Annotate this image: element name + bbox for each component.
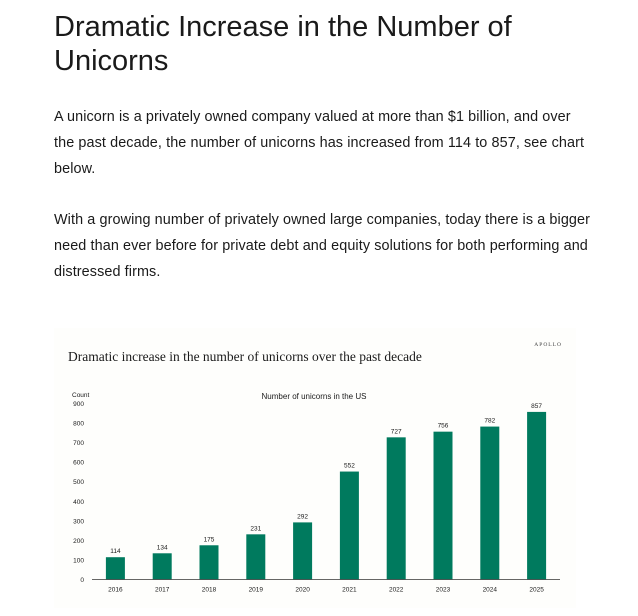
bar-2018 bbox=[199, 545, 219, 580]
intro-paragraph: A unicorn is a privately owned company v… bbox=[54, 109, 585, 177]
bar-2021 bbox=[339, 471, 359, 580]
x-tick-label: 2018 bbox=[202, 587, 217, 594]
y-tick-label: 100 bbox=[73, 557, 84, 564]
x-tick-label: 2025 bbox=[529, 587, 544, 594]
figure-heading: Dramatic increase in the number of unico… bbox=[68, 349, 422, 364]
bar-2025 bbox=[527, 411, 547, 580]
bar-2016 bbox=[105, 557, 125, 580]
bar-value-label: 727 bbox=[391, 428, 402, 435]
y-axis-label: Count bbox=[72, 392, 90, 399]
bar-value-label: 231 bbox=[250, 525, 261, 532]
x-tick-label: 2024 bbox=[483, 587, 498, 594]
x-tick-label: 2021 bbox=[342, 587, 357, 594]
bar-2020 bbox=[293, 522, 313, 580]
y-tick-label: 900 bbox=[73, 401, 84, 408]
y-tick-label: 400 bbox=[73, 499, 84, 506]
bar-2024 bbox=[480, 426, 500, 580]
x-tick-label: 2019 bbox=[249, 587, 264, 594]
bar-value-label: 175 bbox=[204, 536, 215, 543]
y-tick-label: 600 bbox=[73, 460, 84, 467]
x-tick-label: 2016 bbox=[108, 587, 123, 594]
x-tick-label: 2017 bbox=[155, 587, 170, 594]
bar-2017 bbox=[152, 553, 172, 580]
brand-logo: APOLLO bbox=[534, 342, 562, 348]
bar-value-label: 782 bbox=[484, 418, 495, 425]
x-tick-label: 2020 bbox=[295, 587, 310, 594]
bar-value-label: 552 bbox=[344, 463, 355, 470]
y-tick-label: 200 bbox=[73, 538, 84, 545]
bar-value-label: 292 bbox=[297, 513, 308, 520]
context-paragraph: With a growing number of privately owned… bbox=[54, 212, 591, 280]
x-tick-label: 2023 bbox=[436, 587, 451, 594]
bar-2019 bbox=[246, 534, 266, 580]
bar-2022 bbox=[386, 437, 406, 580]
bar-value-label: 114 bbox=[110, 548, 121, 555]
bar-value-label: 756 bbox=[438, 423, 449, 430]
y-tick-label: 0 bbox=[80, 577, 84, 584]
y-tick-label: 700 bbox=[73, 440, 84, 447]
x-tick-label: 2022 bbox=[389, 587, 404, 594]
chart-figure: Dramatic increase in the number of unico… bbox=[54, 328, 576, 608]
y-tick-label: 500 bbox=[73, 479, 84, 486]
bar-value-label: 857 bbox=[531, 403, 542, 410]
chart-title: Number of unicorns in the US bbox=[262, 392, 367, 401]
y-tick-label: 300 bbox=[73, 518, 84, 525]
y-tick-label: 800 bbox=[73, 421, 84, 428]
unicorn-bar-chart: Dramatic increase in the number of unico… bbox=[68, 342, 562, 594]
bar-value-label: 134 bbox=[157, 544, 168, 551]
bar-2023 bbox=[433, 431, 453, 580]
page-title: Dramatic Increase in the Number of Unico… bbox=[54, 11, 512, 77]
